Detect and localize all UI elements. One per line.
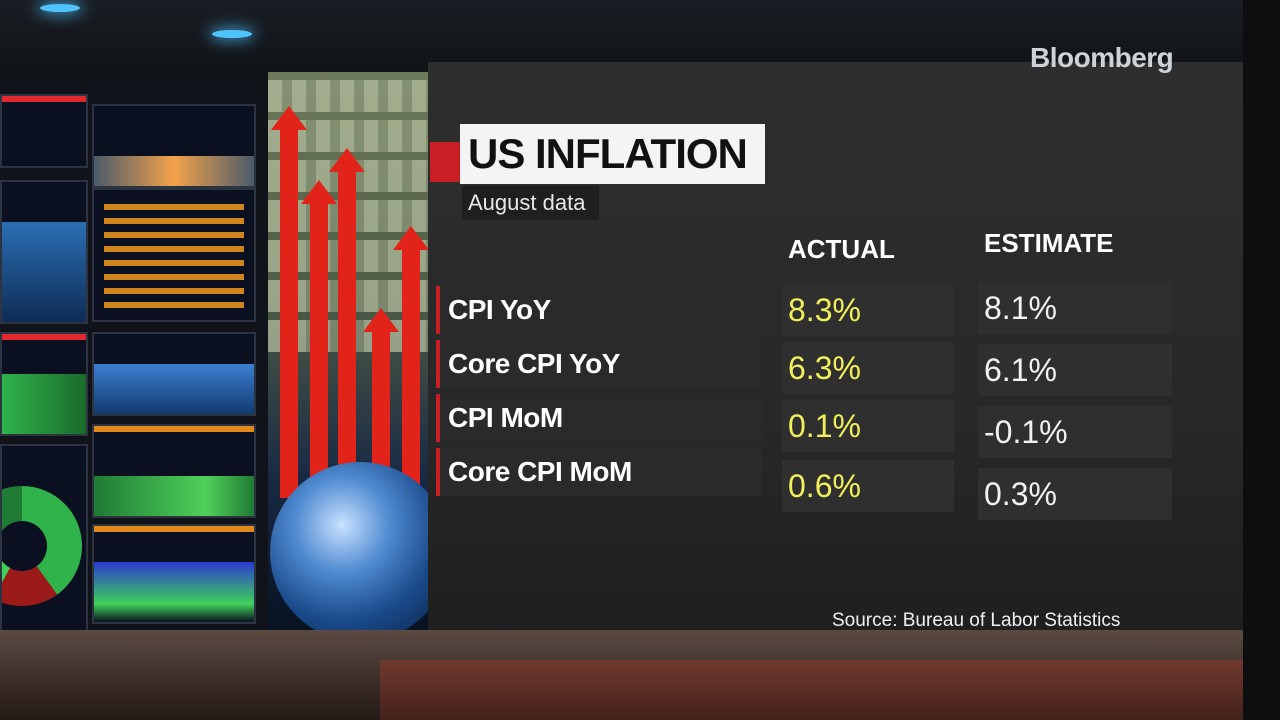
- up-arrow-icon: [271, 106, 307, 498]
- up-arrow-icon: [329, 148, 365, 500]
- row-label: CPI YoY: [436, 286, 762, 334]
- screen-frame-edge: [1243, 0, 1280, 720]
- graphic-subtitle: August data: [462, 186, 600, 220]
- monitor-panel: [92, 332, 256, 416]
- monitor-panel: [0, 94, 88, 168]
- estimate-value: 6.1%: [978, 344, 1172, 396]
- actual-value: 0.1%: [782, 400, 954, 452]
- ceiling-light: [212, 30, 252, 38]
- source-note: Source: Bureau of Labor Statistics: [832, 610, 1121, 631]
- actual-value: 6.3%: [782, 342, 954, 394]
- title-accent-bar: [430, 142, 462, 182]
- actual-value: 8.3%: [782, 284, 954, 336]
- row-label: CPI MoM: [436, 394, 762, 442]
- estimate-value: 0.3%: [978, 468, 1172, 520]
- inflation-arrows-image: [268, 72, 428, 648]
- up-arrow-icon: [363, 308, 399, 500]
- bloomberg-logo: Bloomberg: [1030, 42, 1174, 73]
- column-header-actual: ACTUAL: [788, 234, 895, 264]
- monitor-panel: [92, 188, 256, 322]
- donut-chart-graphic: [2, 486, 82, 606]
- row-label: Core CPI MoM: [436, 448, 762, 496]
- monitor-wall: [0, 80, 268, 640]
- estimate-value: 8.1%: [978, 282, 1172, 334]
- floor-reflection: [380, 660, 1280, 720]
- row-label: Core CPI YoY: [436, 340, 762, 388]
- up-arrow-icon: [393, 226, 428, 498]
- monitor-panel: [92, 104, 256, 188]
- monitor-panel: [92, 424, 256, 518]
- estimate-value: -0.1%: [978, 406, 1172, 458]
- up-arrow-icon: [301, 180, 337, 502]
- inflation-table: ACTUAL ESTIMATE CPI YoY 8.3% 8.1% Core C…: [432, 210, 1176, 540]
- monitor-panel: [0, 332, 88, 436]
- title-text: US INFLATION: [460, 124, 765, 184]
- column-header-estimate: ESTIMATE: [984, 228, 1114, 258]
- earth-globe-image: [270, 462, 428, 642]
- monitor-panel: [92, 524, 256, 624]
- actual-value: 0.6%: [782, 460, 954, 512]
- monitor-panel: [0, 444, 88, 638]
- ceiling-light: [40, 4, 80, 12]
- monitor-panel: [0, 180, 88, 324]
